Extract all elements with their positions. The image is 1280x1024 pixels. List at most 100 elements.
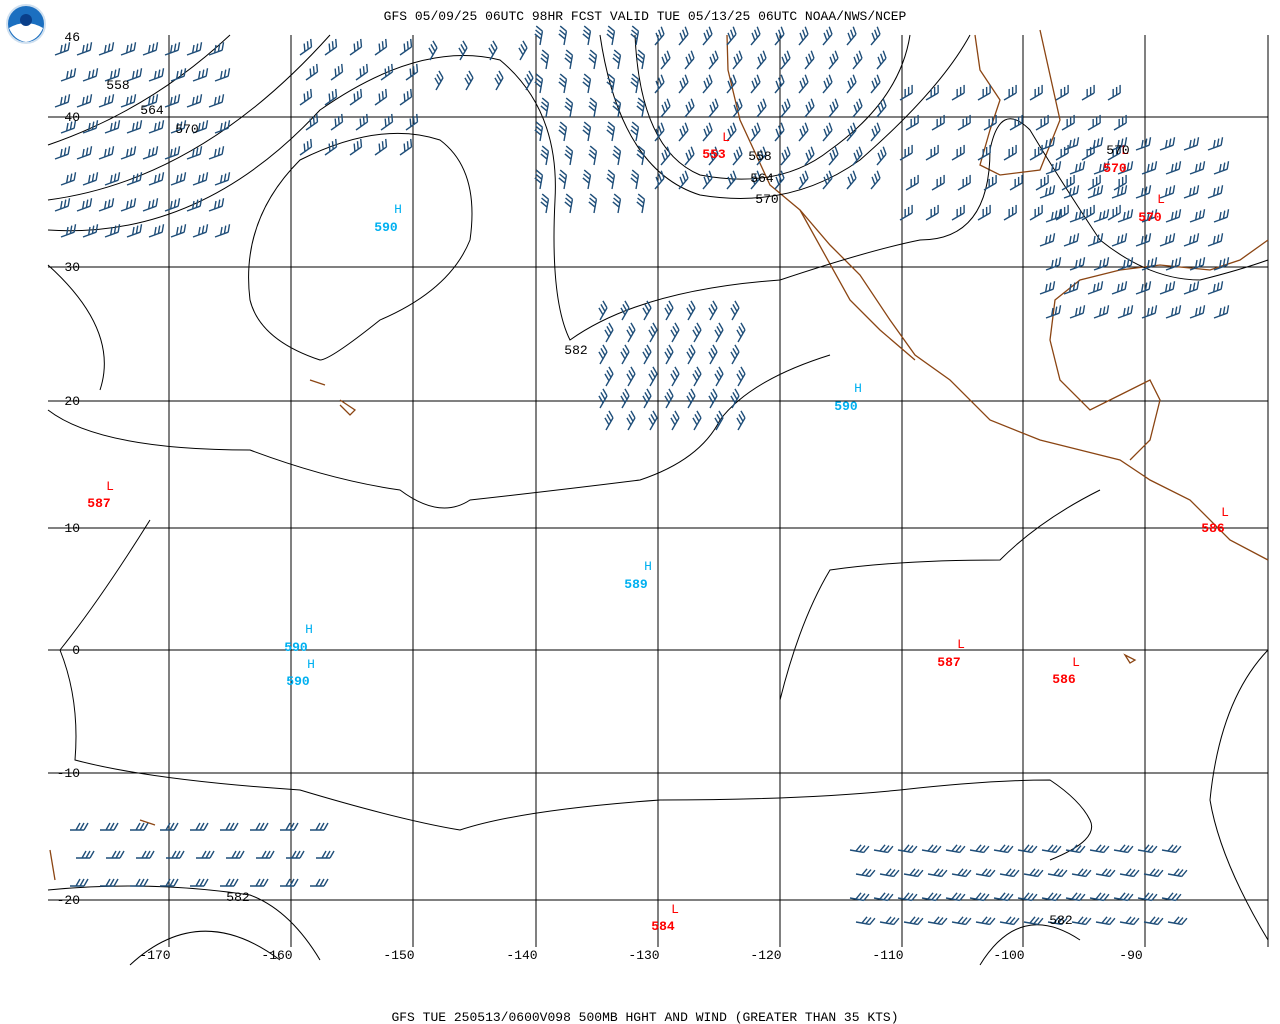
wind-barbs [54,25,1230,926]
wind-barb [1213,257,1230,271]
wind-barb [1141,257,1158,271]
wind-barb [405,63,419,81]
wind-barb [798,26,809,46]
wind-barb [104,224,121,238]
wind-barb [534,121,544,142]
wind-barb [324,38,338,56]
wind-barb [1061,114,1075,131]
wind-barb [60,224,77,238]
wind-barb [620,344,630,365]
wind-barb [330,63,344,81]
wind-barb [822,170,833,190]
wind-barb [186,198,203,212]
wind-barb [355,63,369,81]
wind-barb [905,174,919,191]
longitude-label: -140 [506,948,537,963]
wind-barb [1141,161,1158,175]
wind-barb [945,892,966,902]
wind-barb [1207,185,1224,199]
wind-barb [82,120,99,134]
wind-barb [142,146,159,160]
wind-barb [76,850,95,859]
wind-barb [774,74,785,94]
wind-barb [736,366,746,387]
contour-label: 582 [1049,913,1072,928]
contour-label: 564 [140,103,164,118]
wind-barb [606,121,616,142]
wind-barb [534,169,544,190]
wind-barb [82,172,99,186]
wind-barb [612,49,622,70]
wind-barb [612,145,622,166]
wind-barb [1081,84,1095,101]
wind-barb [642,388,652,409]
wind-barb [957,114,971,131]
wind-barb [104,172,121,186]
wind-barb [76,42,93,56]
wind-barb [534,73,544,94]
wind-barb [428,40,438,61]
wind-barb [299,138,313,156]
wind-barb [654,122,665,142]
wind-barb [1093,257,1110,271]
wind-barb [1117,209,1134,223]
wind-barb [164,94,181,108]
wind-barb [1035,174,1049,191]
wind-barb [434,70,444,91]
wind-barb [54,198,71,212]
wind-barb [604,410,614,431]
center-symbol: L [722,130,730,145]
wind-barb [1117,161,1134,175]
wind-barb [104,120,121,134]
wind-barb [1069,209,1086,223]
center-symbol: H [644,559,652,574]
wind-barb [750,170,761,190]
contour-label: 570 [175,122,198,137]
wind-barb [305,63,319,81]
wind-barb [1095,916,1116,926]
wind-barb [1161,844,1182,854]
wind-barb [714,410,724,431]
longitude-label: -90 [1119,948,1142,963]
wind-barb [54,94,71,108]
wind-barb [774,26,785,46]
wind-barb [664,388,674,409]
wind-barb [873,844,894,854]
wind-barb [636,145,646,166]
contour-label: 582 [226,890,249,905]
wind-barb [1041,844,1062,854]
wind-barb [903,916,924,926]
wind-barb [126,68,143,82]
wind-barb [130,878,149,887]
wind-barb [1003,204,1017,221]
wind-barb [977,84,991,101]
wind-barb [855,916,876,926]
contour-label: 558 [748,149,771,164]
wind-barb [1087,137,1104,151]
wind-barb [1045,209,1062,223]
wind-barb [1087,185,1104,199]
wind-barb [1069,257,1086,271]
wind-barb [98,198,115,212]
wind-barb [876,50,887,70]
wind-barb [1087,174,1101,191]
wind-barb [1093,305,1110,319]
wind-barb [582,73,592,94]
wind-barb [76,146,93,160]
wind-barb [702,122,713,142]
wind-barb [1023,868,1044,878]
wind-barb [76,94,93,108]
wind-barb [130,822,149,831]
wind-barb [999,916,1020,926]
wind-barb [208,94,225,108]
wind-barb [106,850,125,859]
wind-barb [98,146,115,160]
wind-barb [626,410,636,431]
wind-barb [726,26,737,46]
wind-barb [142,42,159,56]
wind-barb [164,146,181,160]
center-value: 570 [1138,210,1162,225]
wind-barb [630,73,640,94]
center-symbol: L [106,479,114,494]
wind-barb [1167,916,1188,926]
